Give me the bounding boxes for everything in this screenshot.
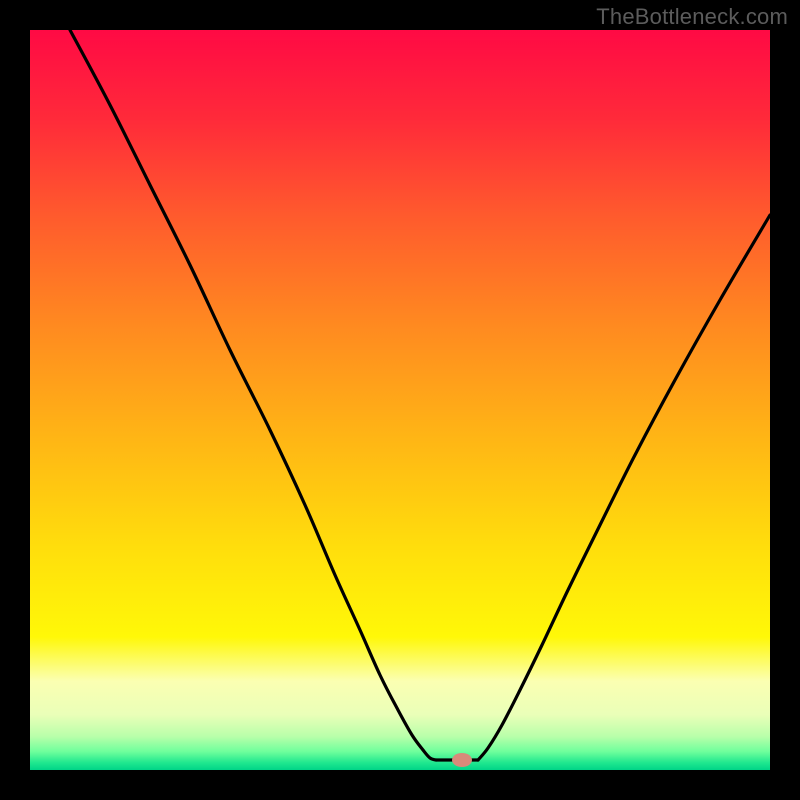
bottleneck-curve: [30, 30, 770, 770]
plot-area: [30, 30, 770, 770]
chart-frame: TheBottleneck.com: [0, 0, 800, 800]
optimum-marker: [452, 753, 472, 767]
watermark-text: TheBottleneck.com: [596, 4, 788, 30]
